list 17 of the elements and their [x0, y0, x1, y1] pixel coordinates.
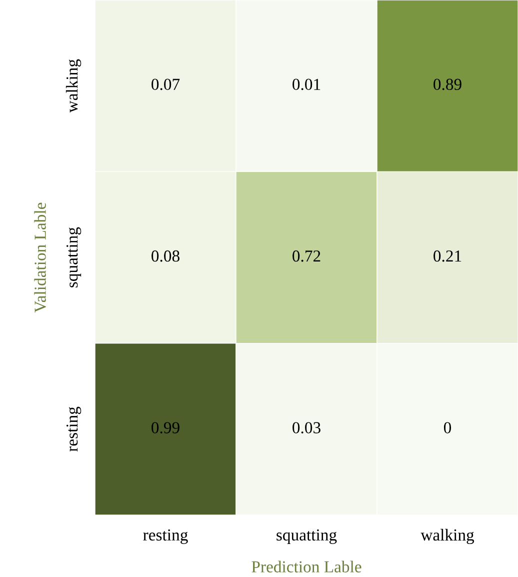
data-label: 0.21: [434, 250, 462, 262]
data-label: 0.08: [152, 250, 180, 262]
data-label: 0.01: [292, 78, 320, 90]
y-tick-label: resting: [66, 406, 82, 452]
data-label: 0.99: [152, 422, 180, 434]
y-axis-title: Validation Lable: [34, 202, 46, 313]
y-tick-label: squatting: [66, 227, 82, 288]
data-label: 0.07: [152, 78, 180, 90]
data-label: 0.89: [434, 78, 462, 90]
data-label: 0.03: [292, 422, 320, 434]
x-axis-title: Prediction Lable: [252, 560, 362, 572]
y-tick-label: walking: [66, 59, 82, 113]
x-tick-label: walking: [420, 528, 474, 544]
data-label: 0.72: [292, 250, 320, 262]
x-tick-label: squatting: [276, 529, 337, 544]
data-label: 0: [444, 422, 452, 434]
x-tick-label: resting: [143, 529, 188, 544]
